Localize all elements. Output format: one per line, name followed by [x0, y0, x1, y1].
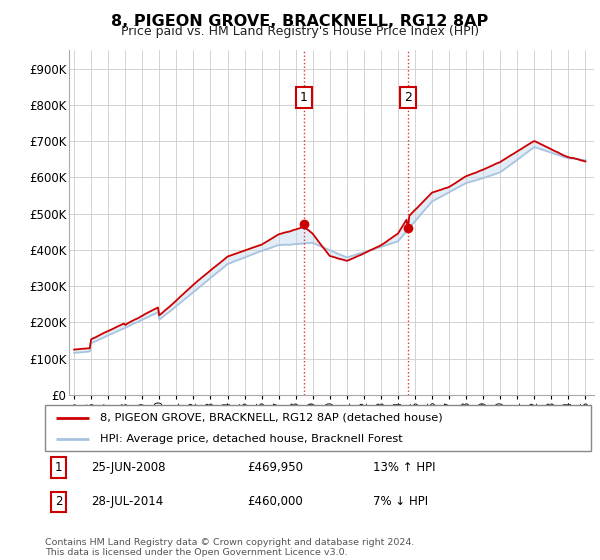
Text: 25-JUN-2008: 25-JUN-2008 — [91, 461, 166, 474]
Text: Contains HM Land Registry data © Crown copyright and database right 2024.
This d: Contains HM Land Registry data © Crown c… — [45, 538, 415, 557]
Text: 2: 2 — [55, 496, 62, 508]
Text: 13% ↑ HPI: 13% ↑ HPI — [373, 461, 435, 474]
Text: Price paid vs. HM Land Registry's House Price Index (HPI): Price paid vs. HM Land Registry's House … — [121, 25, 479, 38]
FancyBboxPatch shape — [45, 405, 591, 451]
Text: £460,000: £460,000 — [247, 496, 303, 508]
Text: 2: 2 — [404, 91, 412, 104]
Text: 8, PIGEON GROVE, BRACKNELL, RG12 8AP: 8, PIGEON GROVE, BRACKNELL, RG12 8AP — [112, 14, 488, 29]
Text: 7% ↓ HPI: 7% ↓ HPI — [373, 496, 428, 508]
Text: 1: 1 — [300, 91, 308, 104]
Text: 28-JUL-2014: 28-JUL-2014 — [91, 496, 164, 508]
Text: HPI: Average price, detached house, Bracknell Forest: HPI: Average price, detached house, Brac… — [100, 435, 403, 444]
Text: 8, PIGEON GROVE, BRACKNELL, RG12 8AP (detached house): 8, PIGEON GROVE, BRACKNELL, RG12 8AP (de… — [100, 413, 442, 423]
Text: 1: 1 — [55, 461, 62, 474]
Text: £469,950: £469,950 — [247, 461, 303, 474]
